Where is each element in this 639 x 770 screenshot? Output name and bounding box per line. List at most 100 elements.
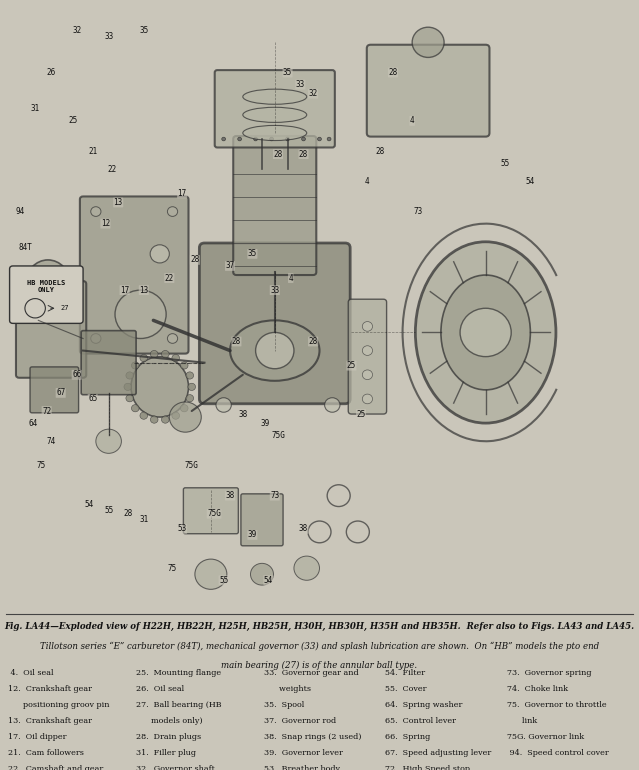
Text: 32: 32 [72, 25, 81, 35]
Circle shape [302, 137, 305, 141]
Ellipse shape [35, 269, 61, 300]
Text: 33: 33 [104, 32, 113, 41]
Text: 73: 73 [270, 491, 279, 500]
Circle shape [167, 206, 178, 216]
Text: 37.  Governor rod: 37. Governor rod [264, 717, 336, 725]
Circle shape [222, 137, 226, 141]
Circle shape [140, 412, 148, 420]
Circle shape [180, 404, 188, 412]
Text: 17: 17 [178, 189, 187, 198]
Circle shape [188, 383, 196, 390]
Text: 64: 64 [29, 419, 38, 427]
Text: 94: 94 [16, 207, 25, 216]
Text: 25: 25 [347, 361, 356, 370]
Text: 75: 75 [37, 461, 46, 470]
Text: 17.  Oil dipper: 17. Oil dipper [8, 733, 67, 741]
Text: 54: 54 [264, 576, 273, 584]
Circle shape [169, 402, 201, 432]
Text: 28: 28 [190, 256, 199, 264]
Circle shape [132, 362, 139, 369]
Circle shape [327, 137, 331, 141]
Text: 75G: 75G [271, 430, 285, 440]
Text: 67: 67 [56, 388, 65, 397]
Text: 4.  Oil seal: 4. Oil seal [8, 669, 54, 678]
Text: 64.  Spring washer: 64. Spring washer [385, 701, 463, 709]
Text: 75: 75 [168, 564, 177, 573]
Ellipse shape [243, 126, 307, 141]
FancyBboxPatch shape [348, 300, 387, 414]
Text: 26: 26 [47, 68, 56, 77]
Text: 13.  Crankshaft gear: 13. Crankshaft gear [8, 717, 92, 725]
Text: 75.  Governor to throttle: 75. Governor to throttle [507, 701, 606, 709]
Text: 28: 28 [389, 68, 397, 77]
Text: 35: 35 [248, 249, 257, 259]
Text: 33.  Governor gear and: 33. Governor gear and [264, 669, 358, 678]
Text: 21.  Cam followers: 21. Cam followers [8, 749, 84, 757]
Text: 39: 39 [261, 419, 270, 427]
Text: Tillotson series “E” carburetor (84T), mechanical governor (33) and splash lubri: Tillotson series “E” carburetor (84T), m… [40, 641, 599, 651]
Text: 54: 54 [526, 177, 535, 186]
Circle shape [238, 137, 242, 141]
Text: 22: 22 [165, 273, 174, 283]
Text: 31: 31 [139, 515, 148, 524]
Text: 28: 28 [123, 509, 132, 518]
Text: 65: 65 [88, 394, 97, 403]
Text: positioning groov pin: positioning groov pin [8, 701, 110, 709]
Text: 32.  Governor shaft: 32. Governor shaft [136, 765, 215, 770]
Circle shape [126, 394, 134, 402]
Text: 28: 28 [309, 337, 318, 346]
FancyBboxPatch shape [30, 367, 79, 413]
Circle shape [412, 27, 444, 58]
Text: 26.  Oil seal: 26. Oil seal [136, 685, 184, 693]
Ellipse shape [441, 275, 530, 390]
Circle shape [362, 370, 373, 380]
Text: ONLY: ONLY [38, 287, 54, 293]
Circle shape [96, 429, 121, 454]
Text: 75G. Governor link: 75G. Governor link [507, 733, 584, 741]
Text: 53: 53 [178, 524, 187, 534]
Text: 54.  Filter: 54. Filter [385, 669, 426, 678]
Text: 74.  Choke link: 74. Choke link [507, 685, 568, 693]
Ellipse shape [243, 107, 307, 122]
Circle shape [172, 354, 180, 362]
Circle shape [150, 350, 158, 358]
Text: 31.  Filler plug: 31. Filler plug [136, 749, 196, 757]
Circle shape [162, 350, 169, 358]
Text: 25.  Mounting flange: 25. Mounting flange [136, 669, 221, 678]
Circle shape [140, 354, 148, 362]
Circle shape [172, 412, 180, 420]
Text: HB MODELS: HB MODELS [27, 280, 65, 286]
Text: 74: 74 [47, 437, 56, 446]
Ellipse shape [26, 260, 70, 308]
Circle shape [25, 299, 45, 318]
Text: 17: 17 [120, 286, 129, 295]
Text: 35.  Spool: 35. Spool [264, 701, 304, 709]
Circle shape [186, 372, 194, 379]
Text: 22: 22 [107, 165, 116, 174]
Text: 28: 28 [273, 149, 282, 159]
Circle shape [115, 290, 166, 339]
Circle shape [362, 346, 373, 356]
Text: 22.  Camshaft and gear: 22. Camshaft and gear [8, 765, 104, 770]
Text: 27: 27 [61, 305, 69, 311]
Ellipse shape [131, 357, 189, 417]
Text: 66: 66 [72, 370, 81, 380]
FancyBboxPatch shape [183, 487, 238, 534]
FancyBboxPatch shape [16, 281, 86, 378]
Circle shape [254, 137, 258, 141]
FancyBboxPatch shape [215, 70, 335, 148]
Text: 28.  Drain plugs: 28. Drain plugs [136, 733, 201, 741]
Text: 39: 39 [248, 531, 257, 540]
Circle shape [150, 245, 169, 263]
Text: 38: 38 [238, 410, 247, 419]
Text: 28: 28 [232, 337, 241, 346]
Text: 67.  Speed adjusting lever: 67. Speed adjusting lever [385, 749, 491, 757]
Circle shape [162, 416, 169, 424]
Circle shape [180, 362, 188, 369]
Text: main bearing (27) is of the annular ball type.: main bearing (27) is of the annular ball… [222, 661, 417, 670]
Text: 38: 38 [299, 524, 308, 534]
Text: 72: 72 [42, 407, 51, 416]
Circle shape [250, 564, 273, 585]
Circle shape [362, 322, 373, 331]
Text: 25: 25 [357, 410, 366, 419]
